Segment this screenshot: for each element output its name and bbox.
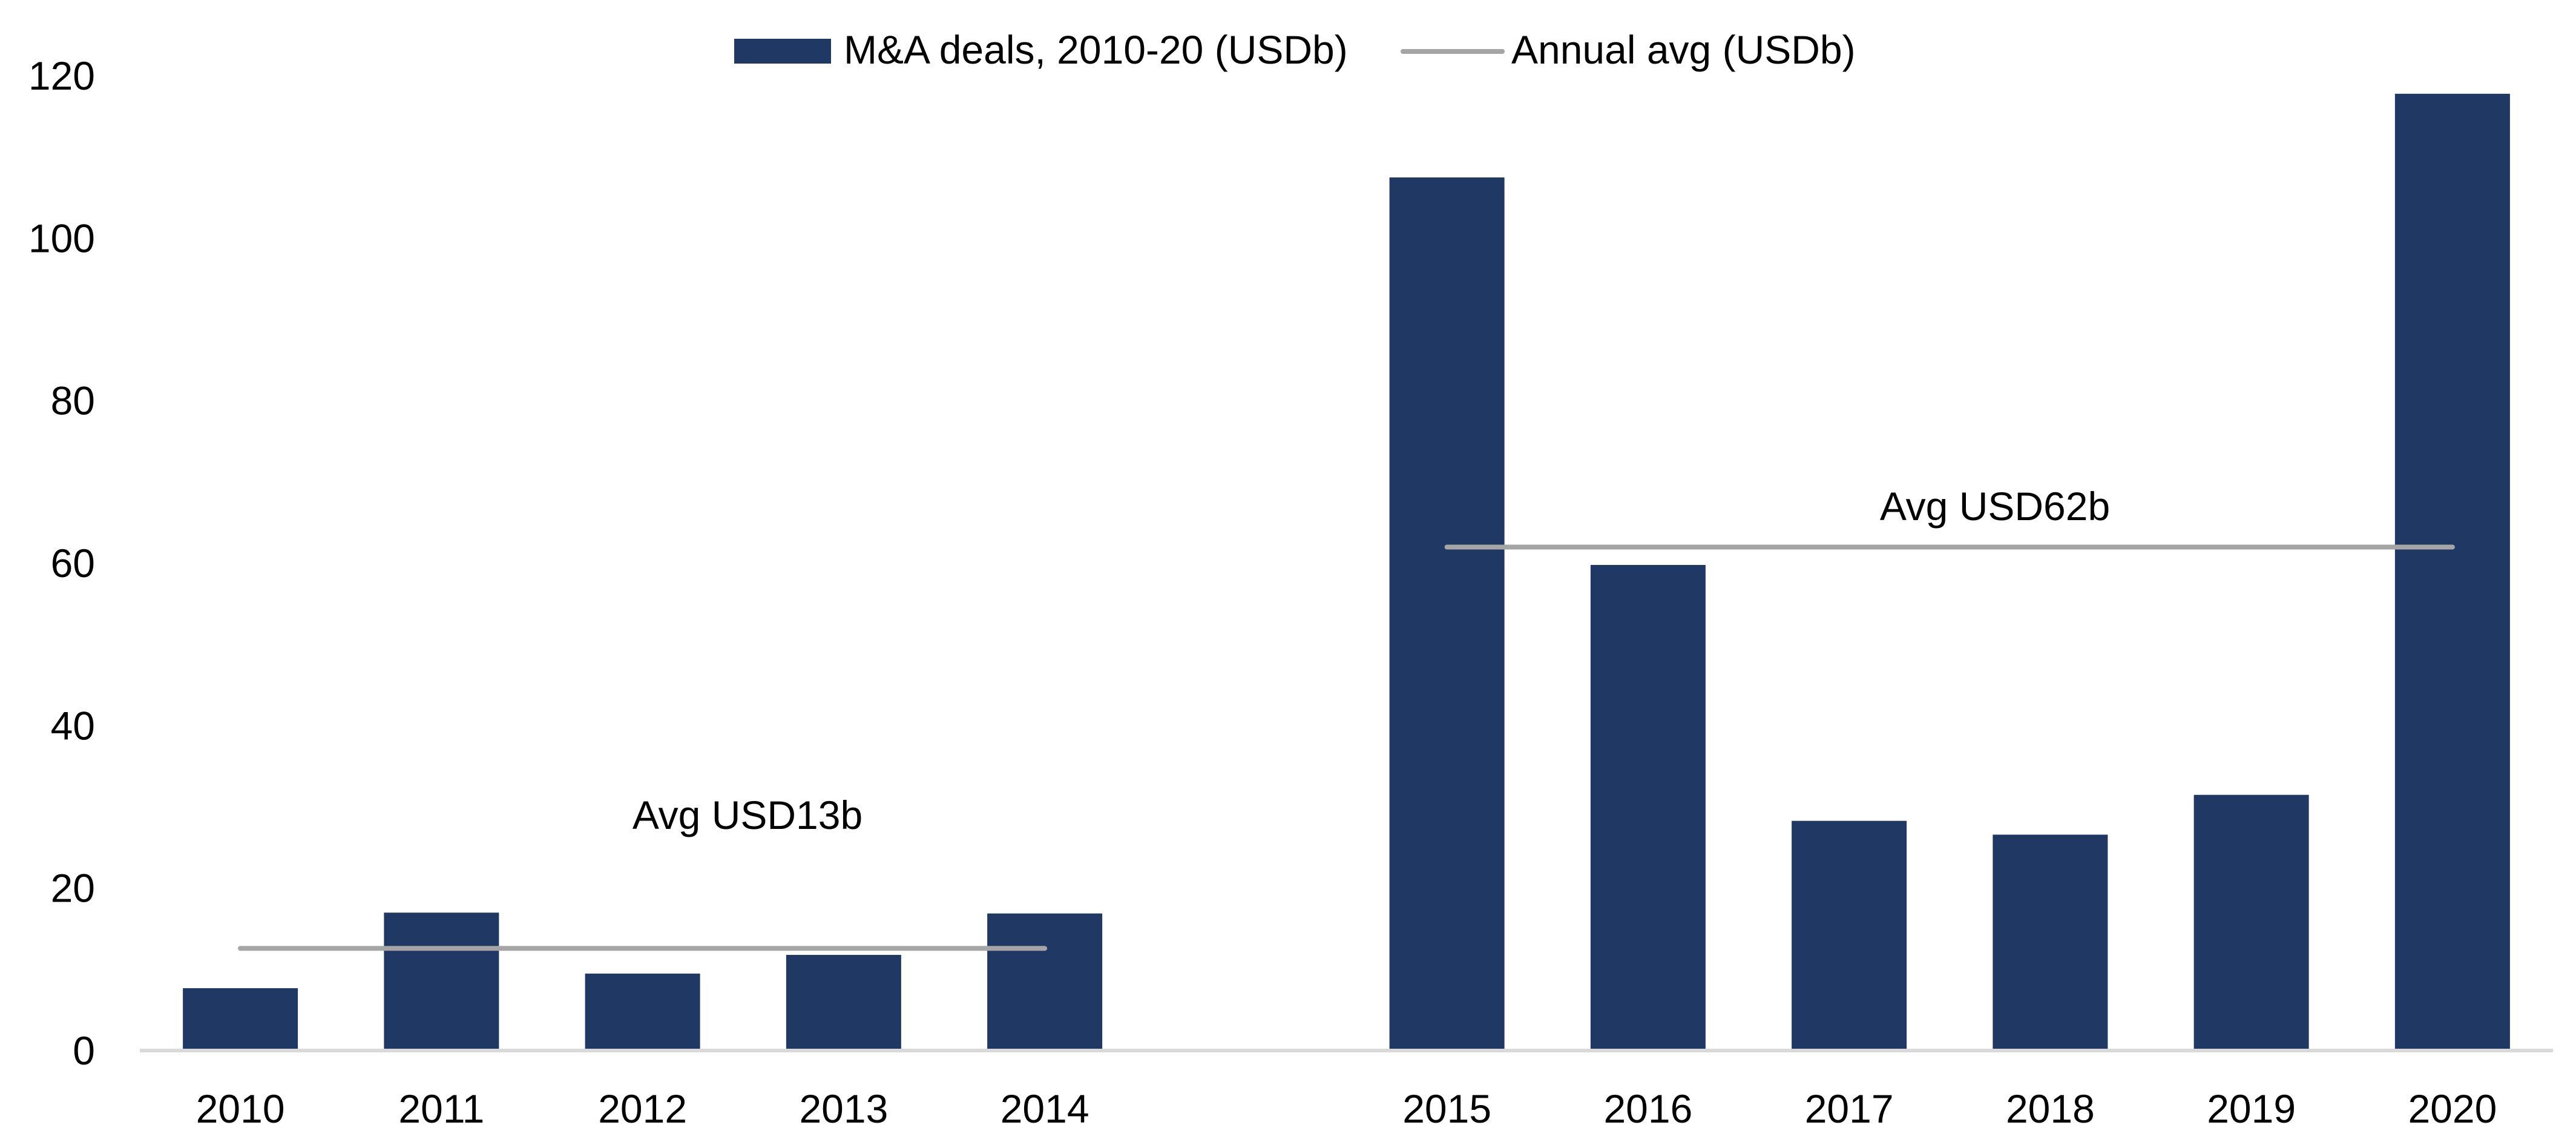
legend-item-avg: Annual avg (USDb) [1401, 27, 1856, 72]
x-axis: 2010 2011 2012 2013 2014 2015 2016 2017 2018 2019… [196, 1086, 2497, 1131]
y-tick-label: 40 [51, 703, 95, 748]
legend-item-deals: M&A deals, 2010-20 (USDb) [734, 27, 1348, 72]
annotation-label: Avg USD62b [1880, 484, 2110, 529]
x-tick-label: 2019 [2207, 1086, 2296, 1131]
bar-2013 [786, 955, 901, 1050]
bar-2012 [585, 973, 700, 1050]
bar-2018 [1993, 834, 2108, 1050]
x-tick-label: 2017 [1805, 1086, 1894, 1131]
x-tick-label: 2013 [799, 1086, 888, 1131]
avg-line-series [238, 544, 2455, 951]
bar-2014 [987, 913, 1103, 1050]
x-tick-label: 2016 [1603, 1086, 1692, 1131]
legend: M&A deals, 2010-20 (USDb) Annual avg (US… [734, 27, 1856, 72]
y-tick-label: 80 [51, 378, 95, 423]
bar-2019 [2193, 794, 2309, 1050]
bar-2011 [384, 912, 499, 1050]
x-tick-label: 2012 [598, 1086, 687, 1131]
y-tick-label: 0 [73, 1028, 95, 1073]
legend-label-avg: Annual avg (USDb) [1511, 27, 1856, 72]
y-tick-label: 60 [51, 541, 95, 586]
x-tick-label: 2010 [196, 1086, 285, 1131]
annotation-label: Avg USD13b [632, 793, 862, 837]
bar-series-deals [183, 93, 2510, 1050]
y-tick-label: 100 [28, 216, 95, 260]
annotations: Avg USD13b Avg USD62b [632, 484, 2110, 837]
x-tick-label: 2018 [2006, 1086, 2095, 1131]
x-tick-label: 2020 [2408, 1086, 2497, 1131]
y-tick-label: 120 [28, 53, 95, 98]
bar-2017 [1792, 820, 1907, 1050]
y-tick-label: 20 [51, 866, 95, 911]
bar-2020 [2394, 93, 2510, 1050]
x-tick-label: 2015 [1402, 1086, 1491, 1131]
y-axis: 0 20 40 60 80 100 120 [28, 53, 95, 1073]
legend-swatch-deals [734, 39, 831, 64]
bar-2016 [1590, 565, 1706, 1050]
legend-label-deals: M&A deals, 2010-20 (USDb) [844, 27, 1348, 72]
bar-2015 [1389, 177, 1505, 1050]
bar-2010 [183, 988, 298, 1050]
x-tick-label: 2011 [398, 1086, 484, 1131]
x-tick-label: 2014 [1000, 1086, 1089, 1131]
